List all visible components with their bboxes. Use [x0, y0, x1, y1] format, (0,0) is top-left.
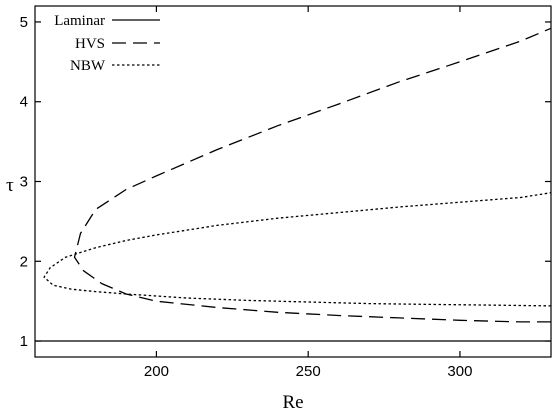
y-ticks: 1 2 3 4 5 [20, 14, 551, 350]
y-axis-label: τ [6, 175, 14, 196]
y-tick-label: 4 [20, 94, 28, 111]
x-ticks: 200 250 300 [144, 6, 472, 380]
y-tick-label: 5 [20, 14, 28, 31]
x-axis-label: Re [282, 392, 303, 413]
series-line-hvs [73, 27, 552, 323]
y-tick-label: 1 [20, 333, 28, 350]
legend-label-nbw: NBW [70, 58, 106, 74]
plot-lines [35, 27, 552, 342]
legend: Laminar HVS NBW [54, 13, 160, 74]
x-tick-label: 250 [296, 363, 321, 380]
x-tick-label: 200 [144, 363, 169, 380]
x-tick-label: 300 [447, 363, 472, 380]
axes: 200 250 300 1 2 3 4 5 [20, 5, 552, 380]
series-line-nbw [43, 192, 552, 307]
y-tick-label: 2 [20, 253, 28, 270]
legend-label-laminar: Laminar [54, 13, 105, 29]
y-tick-label: 3 [20, 174, 28, 191]
legend-label-hvs: HVS [75, 36, 105, 52]
